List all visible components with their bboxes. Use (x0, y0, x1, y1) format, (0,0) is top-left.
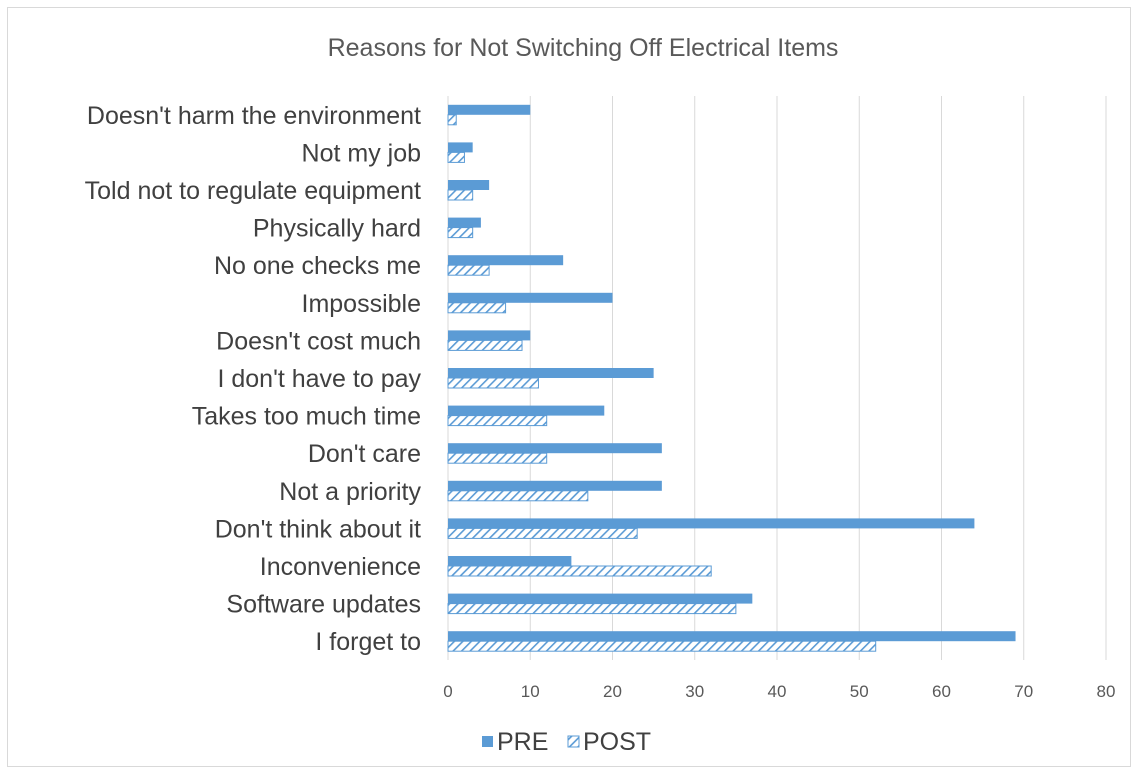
category-label: Physically hard (253, 215, 421, 243)
bar-post-14 (447, 640, 877, 652)
bar-post-3 (447, 227, 474, 239)
x-tick-label: 60 (932, 682, 951, 701)
bar-pre-10 (448, 480, 662, 491)
legend: PRE POST (482, 728, 651, 756)
category-label: Told not to regulate equipment (85, 177, 421, 205)
bar-post-2 (447, 189, 474, 201)
legend-swatch-post (567, 735, 580, 748)
x-tick-label: 20 (603, 682, 622, 701)
category-labels: Doesn't harm the environment Not my job To… (85, 102, 422, 656)
bars (447, 104, 1016, 652)
category-label: Takes too much time (192, 403, 421, 431)
bar-post-10 (447, 490, 589, 502)
category-label: Doesn't cost much (216, 327, 421, 355)
bar-pre-13 (448, 593, 753, 604)
bar-post-4 (447, 264, 490, 276)
legend-label-post: POST (583, 728, 651, 756)
category-label: Don't care (308, 440, 421, 468)
x-tick-label: 70 (1014, 682, 1033, 701)
category-label: Don't think about it (215, 515, 421, 543)
x-tick-label: 40 (768, 682, 787, 701)
bar-pre-1 (448, 142, 473, 153)
category-label: Not my job (302, 139, 421, 167)
bar-post-8 (447, 415, 548, 427)
bar-post-13 (447, 603, 737, 615)
bar-pre-12 (448, 556, 572, 566)
bar-post-7 (447, 377, 539, 389)
x-tick-label: 0 (443, 682, 452, 701)
chart-title: Reasons for Not Switching Off Electrical… (328, 34, 839, 62)
category-label: I forget to (315, 628, 421, 656)
x-tick-label: 80 (1097, 682, 1116, 701)
bar-pre-8 (448, 405, 605, 416)
bar-pre-7 (448, 368, 654, 378)
x-tick-label: 30 (685, 682, 704, 701)
bar-pre-4 (448, 255, 564, 266)
bar-post-0 (447, 114, 457, 126)
bar-post-11 (447, 527, 638, 539)
bar-post-6 (447, 339, 523, 351)
bar-pre-6 (448, 330, 531, 341)
bar-pre-3 (448, 217, 481, 228)
legend-label-pre: PRE (497, 728, 548, 756)
bar-pre-0 (448, 104, 531, 115)
x-tick-labels: 0 10 20 30 40 50 60 70 80 (443, 682, 1115, 701)
bar-pre-5 (448, 292, 613, 303)
category-label: Inconvenience (260, 553, 421, 581)
category-label: Impossible (302, 290, 422, 318)
bar-post-1 (447, 151, 465, 163)
x-tick-label: 10 (521, 682, 540, 701)
bar-post-12 (447, 565, 712, 577)
bar-pre-9 (448, 443, 662, 454)
legend-swatch-pre (482, 736, 493, 747)
category-label: Not a priority (279, 478, 421, 506)
bar-pre-14 (448, 631, 1016, 642)
bar-post-9 (447, 452, 548, 464)
bar-pre-2 (448, 180, 490, 190)
category-label: No one checks me (214, 252, 421, 280)
category-label: Doesn't harm the environment (87, 102, 421, 130)
bar-pre-11 (448, 518, 975, 529)
category-label: I don't have to pay (217, 365, 421, 393)
x-tick-label: 50 (850, 682, 869, 701)
category-label: Software updates (226, 591, 421, 619)
bar-post-5 (447, 302, 507, 314)
